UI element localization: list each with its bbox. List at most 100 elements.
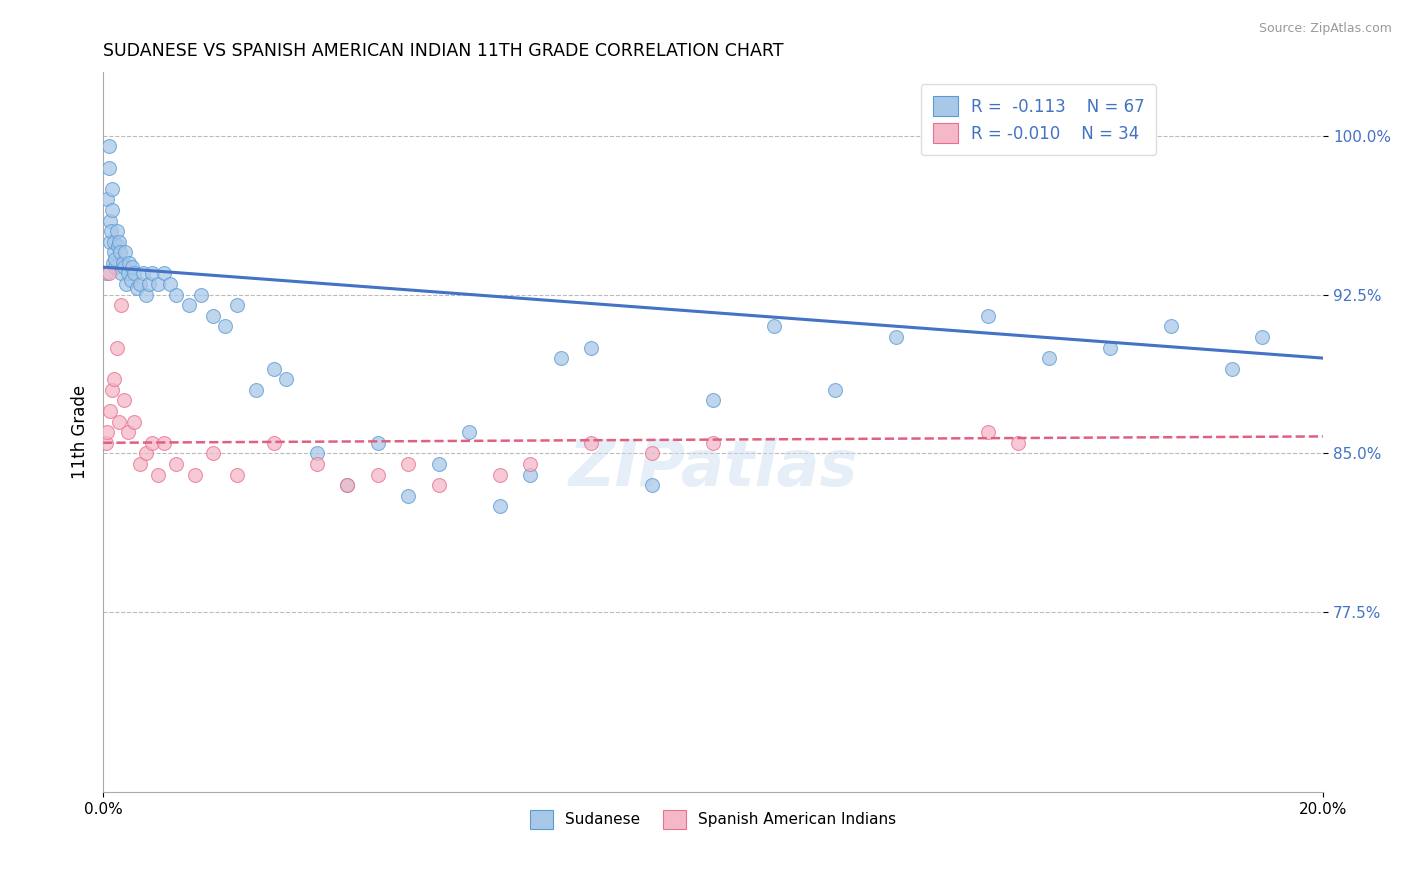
Point <box>201 309 224 323</box>
Point <box>579 341 602 355</box>
Point <box>115 277 138 291</box>
Point <box>108 235 131 249</box>
Point <box>427 478 450 492</box>
Point <box>107 239 129 253</box>
Point <box>125 281 148 295</box>
Point <box>263 361 285 376</box>
Point <box>141 435 163 450</box>
Point <box>201 446 224 460</box>
Point <box>110 267 132 281</box>
Point <box>132 267 155 281</box>
Point <box>122 267 145 281</box>
Point <box>135 446 157 460</box>
Point <box>110 298 132 312</box>
Point <box>111 256 134 270</box>
Point <box>146 467 169 482</box>
Point <box>120 273 142 287</box>
Point <box>104 260 127 274</box>
Point <box>117 425 139 440</box>
Point <box>98 139 121 153</box>
Point <box>1007 435 1029 450</box>
Point <box>884 330 907 344</box>
Point <box>100 224 122 238</box>
Point <box>702 393 724 408</box>
Text: SUDANESE VS SPANISH AMERICAN INDIAN 11TH GRADE CORRELATION CHART: SUDANESE VS SPANISH AMERICAN INDIAN 11TH… <box>103 42 783 60</box>
Point <box>165 457 187 471</box>
Point <box>117 267 139 281</box>
Point <box>97 161 120 175</box>
Point <box>519 457 541 471</box>
Point <box>641 446 664 460</box>
Point <box>824 383 846 397</box>
Point <box>96 435 118 450</box>
Point <box>153 435 176 450</box>
Point <box>427 457 450 471</box>
Point <box>1098 341 1121 355</box>
Point <box>305 457 328 471</box>
Point <box>103 235 125 249</box>
Point <box>763 319 786 334</box>
Point <box>367 467 389 482</box>
Point <box>1251 330 1274 344</box>
Point <box>100 235 122 249</box>
Point <box>100 202 122 217</box>
Point <box>103 372 125 386</box>
Point <box>138 277 160 291</box>
Point <box>97 267 120 281</box>
Text: Source: ZipAtlas.com: Source: ZipAtlas.com <box>1258 22 1392 36</box>
Point <box>114 393 136 408</box>
Point <box>96 193 118 207</box>
Point <box>121 260 143 274</box>
Point <box>177 298 200 312</box>
Point <box>1220 361 1243 376</box>
Point <box>336 478 359 492</box>
Point <box>118 256 141 270</box>
Point <box>101 182 124 196</box>
Point <box>105 224 128 238</box>
Point <box>114 245 136 260</box>
Point <box>977 309 1000 323</box>
Point <box>101 383 124 397</box>
Point <box>276 372 298 386</box>
Point <box>550 351 572 365</box>
Point <box>101 256 124 270</box>
Point <box>183 467 205 482</box>
Point <box>367 435 389 450</box>
Point <box>579 435 602 450</box>
Point <box>98 213 121 227</box>
Point <box>128 457 150 471</box>
Point <box>305 446 328 460</box>
Y-axis label: 11th Grade: 11th Grade <box>72 385 89 479</box>
Point <box>103 245 125 260</box>
Text: ZIPatlas: ZIPatlas <box>568 437 858 500</box>
Point <box>128 277 150 291</box>
Point <box>977 425 1000 440</box>
Point <box>165 287 187 301</box>
Point <box>336 478 359 492</box>
Point <box>702 435 724 450</box>
Point <box>153 267 176 281</box>
Point <box>112 260 135 274</box>
Point <box>159 277 181 291</box>
Point <box>1038 351 1060 365</box>
Point <box>141 267 163 281</box>
Point <box>396 457 419 471</box>
Legend: Sudanese, Spanish American Indians: Sudanese, Spanish American Indians <box>524 804 903 835</box>
Point <box>226 467 249 482</box>
Point <box>245 383 267 397</box>
Point <box>146 277 169 291</box>
Point <box>105 341 128 355</box>
Point <box>519 467 541 482</box>
Point <box>96 425 118 440</box>
Point <box>104 252 127 266</box>
Point <box>135 287 157 301</box>
Point <box>108 415 131 429</box>
Point <box>488 467 510 482</box>
Point <box>641 478 664 492</box>
Point <box>488 500 510 514</box>
Point <box>122 415 145 429</box>
Point <box>108 245 131 260</box>
Point <box>190 287 212 301</box>
Point <box>458 425 481 440</box>
Point <box>100 404 122 418</box>
